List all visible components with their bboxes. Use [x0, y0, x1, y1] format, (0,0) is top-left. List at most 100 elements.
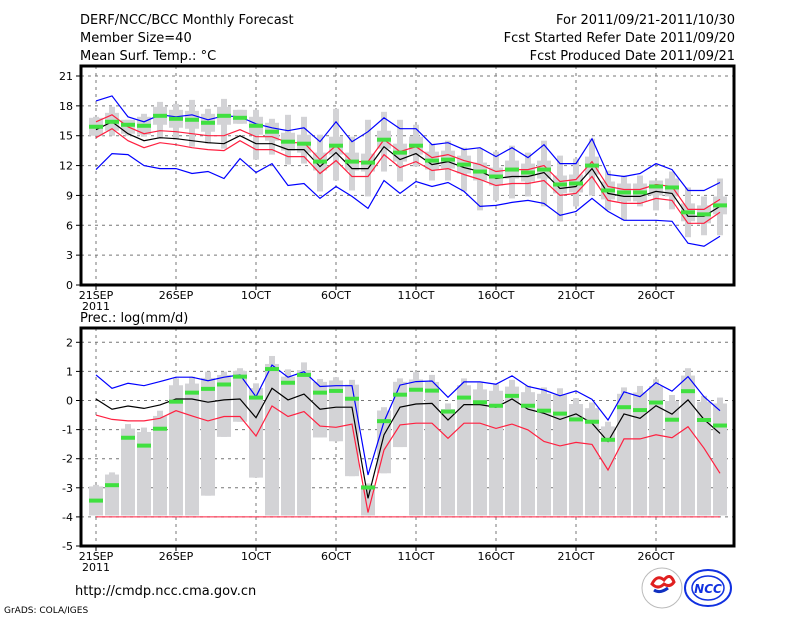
ensemble-box	[681, 375, 695, 516]
bcc-logo	[641, 567, 683, 609]
observed-marker	[489, 174, 503, 179]
observed-marker	[649, 400, 663, 405]
observed-marker	[601, 188, 615, 193]
y-tick-label: -1	[62, 424, 73, 437]
x-tick-label: 6OCT	[321, 550, 351, 563]
observed-marker	[393, 392, 407, 397]
ensemble-box	[585, 408, 599, 516]
observed-marker	[409, 387, 423, 392]
ensemble-box	[569, 404, 583, 516]
temperature-plot: 0 3 6 9 12 15 18 21 21SEP 26SEP 1OCT 6OCT 11OCT 16OCT…	[59, 64, 736, 313]
observed-marker	[457, 162, 471, 167]
y-tick-label: -2	[62, 453, 73, 466]
observed-marker	[345, 396, 359, 401]
x-tick-label: 26SEP	[159, 289, 194, 302]
observed-marker	[345, 159, 359, 164]
ensemble-box	[537, 393, 551, 516]
observed-marker	[297, 141, 311, 146]
series-line-lower	[95, 127, 721, 224]
y-tick-label: 2	[66, 336, 73, 349]
observed-marker	[169, 116, 183, 121]
ensemble-box	[233, 370, 247, 422]
x-year-label: 2011	[82, 300, 110, 313]
observed-marker	[297, 372, 311, 377]
observed-marker	[89, 498, 103, 503]
observed-marker	[137, 123, 151, 128]
observed-marker	[121, 435, 135, 440]
y-tick-label: 1	[66, 365, 73, 378]
observed-marker	[393, 150, 407, 155]
observed-marker	[249, 123, 263, 128]
observed-marker	[553, 411, 567, 416]
x-tick-label: 26SEP	[159, 550, 194, 563]
observed-marker	[585, 163, 599, 168]
x-tick-label: 16OCT	[477, 289, 514, 302]
ensemble-box	[617, 393, 631, 516]
series-line-lower	[95, 405, 721, 513]
observed-marker	[217, 382, 231, 387]
series-line-mean	[95, 121, 721, 217]
ensemble-box	[153, 415, 167, 516]
observed-marker	[601, 437, 615, 442]
observed-marker	[521, 403, 535, 408]
header-variable: Mean Surf. Temp.: °C	[80, 49, 216, 64]
x-tick-label: 1OCT	[241, 289, 271, 302]
x-tick-label: 1OCT	[241, 550, 271, 563]
observed-marker	[649, 184, 663, 189]
observed-marker	[265, 367, 279, 372]
observed-marker	[281, 139, 295, 144]
y-tick-label: 0	[66, 395, 73, 408]
ensemble-box	[201, 377, 215, 496]
x-tick-label: 16OCT	[477, 550, 514, 563]
observed-marker	[153, 113, 167, 118]
observed-marker	[569, 417, 583, 422]
ensemble-box	[665, 400, 679, 516]
y-tick-label: 6	[66, 219, 73, 232]
x-tick-label: 21OCT	[557, 550, 594, 563]
y-tick-label: -4	[62, 511, 73, 524]
series-line-max	[95, 95, 721, 192]
observed-marker	[617, 405, 631, 410]
ensemble-box	[553, 394, 567, 516]
y-tick-label: 18	[59, 100, 73, 113]
observed-marker	[201, 386, 215, 391]
series-line-mean	[95, 387, 721, 499]
observed-marker	[105, 119, 119, 124]
observed-marker	[665, 417, 679, 422]
observed-marker	[505, 393, 519, 398]
header-period: For 2011/09/21-2011/10/30	[556, 13, 735, 28]
ensemble-box	[377, 410, 391, 474]
series-line-upper	[95, 114, 721, 210]
observed-marker	[185, 390, 199, 395]
y-tick-label: 3	[66, 249, 73, 262]
ensemble-box	[473, 389, 487, 516]
observed-marker	[329, 388, 343, 393]
y-tick-label: 12	[59, 160, 73, 173]
y-tick-label: -3	[62, 482, 73, 495]
precipitation-plot: -5 -4 -3 -2 -1 0 1 2 21SEP 26SEP 1OCT 6OCT 11OCT 16OC…	[62, 326, 736, 574]
observed-marker	[377, 419, 391, 424]
x-tick-label: 11OCT	[397, 550, 434, 563]
footer-url: http://cmdp.ncc.cma.gov.cn	[75, 584, 256, 599]
observed-marker	[233, 115, 247, 120]
ensemble-box	[393, 381, 407, 448]
observed-marker	[217, 113, 231, 118]
ensemble-box	[409, 379, 423, 516]
observed-marker	[425, 158, 439, 163]
ensemble-box	[281, 376, 295, 516]
header-member-size: Member Size=40	[80, 31, 192, 46]
x-tick-label: 26OCT	[637, 289, 674, 302]
observed-marker	[713, 203, 727, 208]
x-tick-label: 21SEP	[79, 289, 114, 302]
header-produced-date: Fcst Produced Date 2011/09/21	[530, 49, 735, 64]
ensemble-box	[121, 428, 135, 516]
ensemble-box	[265, 363, 279, 516]
x-tick-label: 21OCT	[557, 289, 594, 302]
plot-frame	[79, 64, 736, 287]
observed-marker	[681, 389, 695, 394]
observed-marker	[137, 443, 151, 448]
ensemble-box	[185, 383, 199, 516]
observed-marker	[697, 417, 711, 422]
observed-marker	[89, 124, 103, 129]
